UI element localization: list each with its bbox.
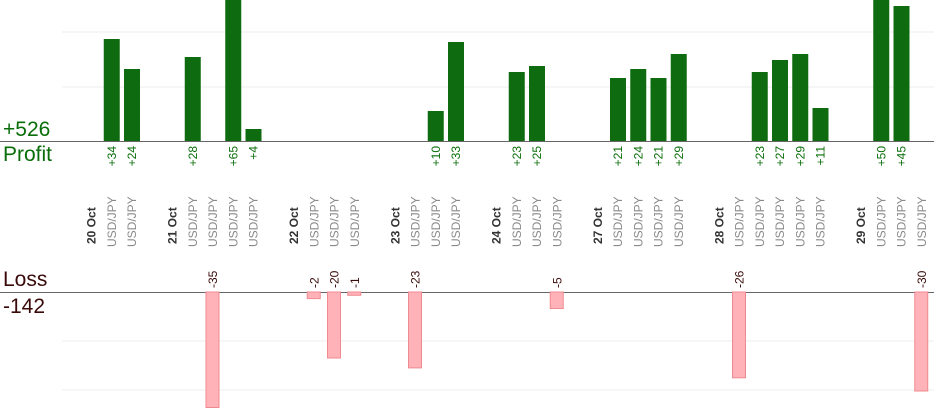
symbol-label: USD/JPY xyxy=(449,196,463,247)
symbol-label: USD/JPY xyxy=(247,196,261,247)
loss-value-label: -23 xyxy=(409,270,423,288)
profit-value-label: +25 xyxy=(530,146,544,167)
profit-value-label: +24 xyxy=(631,146,645,167)
profit-bar xyxy=(124,69,140,141)
loss-value-label: -20 xyxy=(328,270,342,288)
symbol-label: USD/JPY xyxy=(348,196,362,247)
symbol-label: USD/JPY xyxy=(611,196,625,247)
symbol-label: USD/JPY xyxy=(753,196,767,247)
profit-bar xyxy=(630,69,647,141)
symbol-label: USD/JPY xyxy=(814,196,828,247)
profit-value-label: +34 xyxy=(105,146,119,167)
loss-value-label: -2 xyxy=(307,277,321,288)
loss-value-label: -35 xyxy=(206,270,220,288)
profit-value-label: +29 xyxy=(793,146,807,167)
loss-total: -142 xyxy=(3,295,46,318)
symbol-label: USD/JPY xyxy=(307,196,321,247)
loss-bar xyxy=(327,291,341,359)
date-label: 21 Oct xyxy=(166,207,180,244)
profit-value-label: +21 xyxy=(652,146,666,167)
date-label: 20 Oct xyxy=(85,207,99,244)
symbol-label: USD/JPY xyxy=(773,196,787,247)
profit-value-label: +10 xyxy=(429,146,443,167)
loss-value-label: -30 xyxy=(915,270,929,288)
symbol-label: USD/JPY xyxy=(530,196,544,247)
symbol-label: USD/JPY xyxy=(510,196,524,247)
symbol-label: USD/JPY xyxy=(874,196,888,247)
profit-bar xyxy=(772,60,788,141)
profit-value-label: +21 xyxy=(611,146,625,167)
symbol-label: USD/JPY xyxy=(733,196,747,247)
profit-bar xyxy=(225,0,242,141)
profit-bar xyxy=(448,42,464,141)
symbol-label: USD/JPY xyxy=(652,196,666,247)
loss-value-label: -5 xyxy=(550,277,564,288)
loss-value-label: -26 xyxy=(733,270,747,288)
symbol-label: USD/JPY xyxy=(631,196,645,247)
loss-bar xyxy=(914,291,929,392)
symbol-label: USD/JPY xyxy=(409,196,423,247)
date-label: 28 Oct xyxy=(712,207,726,244)
profit-bar xyxy=(184,57,201,141)
profit-bar xyxy=(245,129,262,141)
profit-bar xyxy=(873,0,890,141)
symbol-label: USD/JPY xyxy=(206,196,220,247)
profit-value-label: +33 xyxy=(449,146,463,167)
symbol-label: USD/JPY xyxy=(328,196,342,247)
date-label: 27 Oct xyxy=(591,207,605,244)
profit-value-label: +11 xyxy=(814,146,828,166)
profit-bar xyxy=(650,78,667,141)
profit-value-label: +23 xyxy=(753,146,767,167)
profit-bar xyxy=(812,108,829,141)
profit-value-label: +50 xyxy=(874,146,888,167)
date-label: 24 Oct xyxy=(490,207,504,244)
loss-bar xyxy=(732,291,746,379)
symbol-label: USD/JPY xyxy=(186,196,200,247)
profit-value-label: +45 xyxy=(895,146,909,167)
profit-value-label: +65 xyxy=(226,146,240,167)
profit-value-label: +29 xyxy=(672,146,686,167)
date-label: 22 Oct xyxy=(287,207,301,244)
loss-bar xyxy=(549,291,564,309)
profit-bar xyxy=(670,54,687,141)
symbol-label: USD/JPY xyxy=(672,196,686,247)
profit-bar xyxy=(751,72,768,141)
profit-bar xyxy=(893,6,910,141)
profit-value-label: +23 xyxy=(510,146,524,167)
symbol-label: USD/JPY xyxy=(429,196,443,247)
profit-bar xyxy=(103,39,120,141)
profit-bar xyxy=(610,78,626,141)
loss-label: Loss xyxy=(3,268,48,291)
symbol-label: USD/JPY xyxy=(226,196,240,247)
profit-total: +526 xyxy=(3,118,51,141)
profit-bar xyxy=(508,72,525,141)
loss-bar xyxy=(306,291,321,300)
symbol-label: USD/JPY xyxy=(915,196,929,247)
loss-bar xyxy=(408,291,422,369)
loss-bar xyxy=(347,291,362,296)
profit-value-label: +27 xyxy=(773,146,787,167)
profit-label: Profit xyxy=(3,143,53,166)
date-label: 23 Oct xyxy=(388,207,402,244)
loss-value-label: -1 xyxy=(348,277,362,288)
symbol-label: USD/JPY xyxy=(105,196,119,247)
date-label: 29 Oct xyxy=(854,207,868,244)
profit-bar xyxy=(529,66,545,141)
symbol-label: USD/JPY xyxy=(125,196,139,247)
profit-bar xyxy=(792,54,809,141)
profit-value-label: +4 xyxy=(247,146,261,160)
loss-bar xyxy=(205,291,220,408)
symbol-label: USD/JPY xyxy=(550,196,564,247)
symbol-label: USD/JPY xyxy=(793,196,807,247)
symbol-label: USD/JPY xyxy=(895,196,909,247)
profit-bar xyxy=(427,111,444,141)
profit-value-label: +24 xyxy=(125,146,139,167)
profit-value-label: +28 xyxy=(186,146,200,167)
